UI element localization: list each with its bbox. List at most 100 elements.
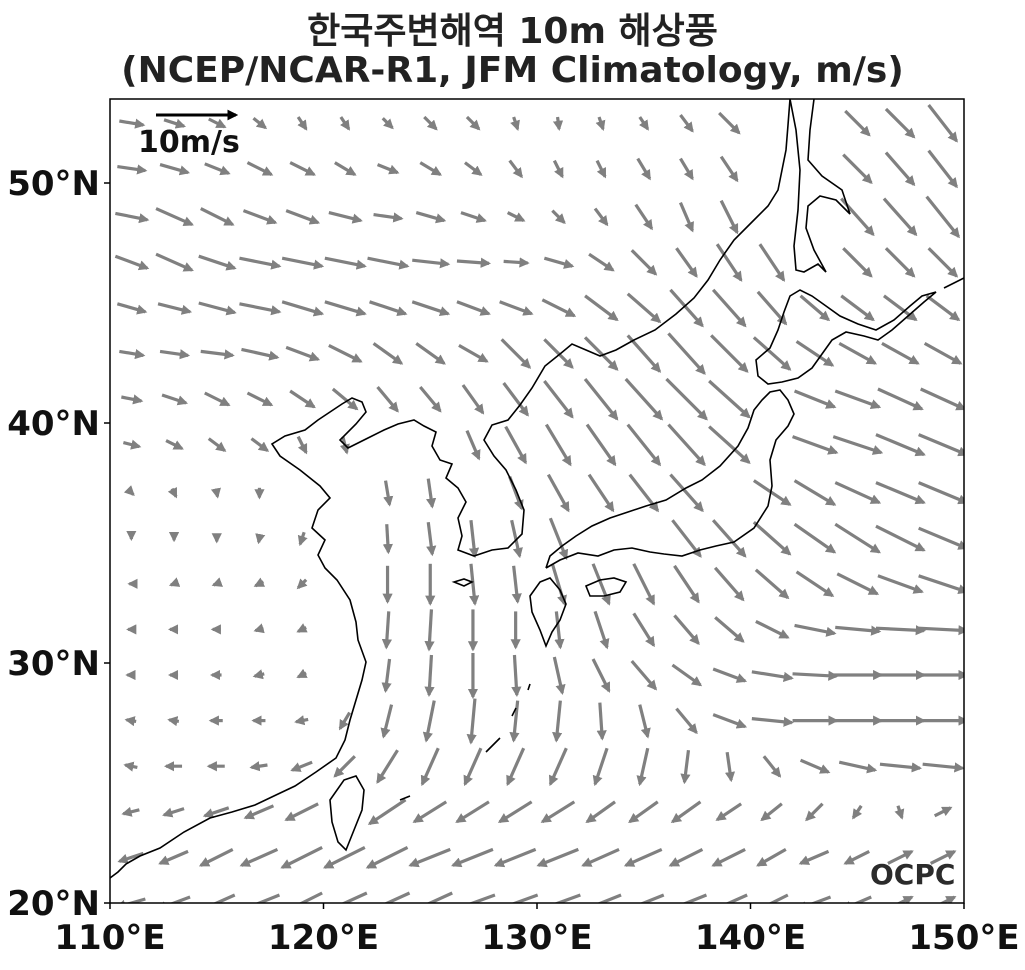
wind-vector	[669, 473, 704, 513]
wind-vector	[200, 349, 235, 360]
wind-vector	[463, 747, 483, 787]
wind-vector	[122, 439, 142, 450]
wind-vector	[246, 391, 274, 407]
wind-vector	[851, 804, 863, 820]
wind-vector	[543, 380, 574, 419]
wind-vector	[419, 385, 442, 413]
wind-vector	[665, 377, 708, 421]
wind-vector	[632, 563, 656, 606]
wind-vector	[793, 479, 837, 506]
wind-vector	[798, 849, 830, 865]
wind-vector	[115, 897, 146, 903]
wind-vector	[593, 610, 610, 650]
wind-vector	[123, 761, 138, 772]
wind-vector	[793, 522, 837, 554]
wind-vector	[896, 895, 914, 903]
wind-vector	[884, 151, 916, 187]
wind-vector	[591, 563, 611, 606]
wind-vector	[119, 118, 146, 129]
wind-vector	[799, 758, 831, 774]
wind-vector	[832, 435, 884, 455]
wind-vector	[253, 623, 265, 634]
wind-vector	[583, 378, 619, 421]
wind-vector	[280, 845, 323, 869]
wind-vector	[918, 481, 964, 505]
wind-vector	[879, 762, 922, 773]
x-tick-label: 150°E	[908, 918, 1019, 958]
wind-vector	[465, 115, 481, 131]
wind-vector	[465, 429, 481, 461]
wind-vector	[884, 247, 916, 278]
wind-vector	[585, 423, 617, 467]
wind-vector	[881, 342, 920, 365]
wind-vector	[376, 163, 400, 175]
wind-vector	[887, 849, 914, 865]
wind-vector	[583, 336, 619, 371]
wind-vector	[842, 153, 873, 185]
wind-vector	[548, 517, 569, 561]
wind-vector	[918, 574, 964, 595]
wind-vector	[543, 338, 574, 369]
wind-vector	[639, 893, 665, 903]
wind-vector	[208, 117, 227, 129]
wind-vector	[508, 159, 523, 179]
wind-vector	[511, 565, 522, 604]
wind-vector	[124, 716, 137, 727]
wind-vector	[794, 623, 837, 637]
wind-vector	[922, 762, 964, 773]
wind-vector	[328, 211, 363, 224]
wind-vector	[584, 294, 619, 322]
wind-vector	[882, 197, 918, 237]
wind-vector	[503, 257, 530, 268]
wind-vector	[933, 806, 953, 818]
wind-vector	[714, 616, 745, 643]
wind-vector	[755, 619, 790, 639]
wind-vector	[381, 611, 393, 650]
coastline-china-korea	[110, 99, 791, 879]
x-tick-label: 110°E	[54, 918, 165, 958]
wind-vector	[877, 574, 924, 594]
wind-vector	[373, 212, 404, 223]
wind-vector	[331, 387, 359, 411]
wind-vector	[284, 802, 319, 822]
wind-vector	[211, 577, 224, 587]
y-tick-label: 20°N	[7, 884, 100, 924]
wind-vector	[713, 566, 745, 602]
wind-vector	[383, 891, 411, 903]
wind-vector	[760, 802, 783, 822]
wind-vector	[253, 577, 266, 588]
wind-vector	[588, 252, 615, 272]
wind-vector	[468, 893, 496, 903]
wind-vector	[281, 256, 325, 270]
wind-vector	[711, 519, 747, 558]
wind-vector	[158, 849, 189, 865]
wind-vector	[165, 439, 184, 451]
wind-vector	[630, 249, 658, 276]
wind-vector	[121, 394, 144, 405]
wind-vector	[493, 847, 537, 868]
wind-vector	[709, 893, 748, 903]
wind-vectors	[114, 104, 964, 903]
wind-vector	[805, 802, 824, 822]
wind-vector	[376, 385, 399, 413]
wind-vector	[163, 118, 187, 129]
wind-vector	[711, 288, 747, 328]
wind-vector	[708, 425, 751, 464]
wind-vector	[628, 473, 660, 513]
wind-vector	[836, 572, 880, 596]
wind-vector	[715, 802, 743, 822]
wind-vector	[381, 117, 394, 130]
wind-vector	[369, 300, 408, 317]
wind-vector	[593, 207, 609, 227]
x-tick-label: 120°E	[268, 918, 379, 958]
wind-vector	[673, 564, 700, 604]
wind-vector	[675, 247, 698, 278]
wind-vector	[296, 623, 308, 633]
wind-vector	[762, 755, 782, 778]
wind-vector	[719, 155, 739, 183]
wind-vector	[239, 847, 279, 867]
wind-vector	[796, 895, 832, 903]
coastline-japan-shikoku	[584, 577, 628, 597]
wind-vector	[455, 800, 490, 824]
wind-vector	[365, 845, 409, 869]
